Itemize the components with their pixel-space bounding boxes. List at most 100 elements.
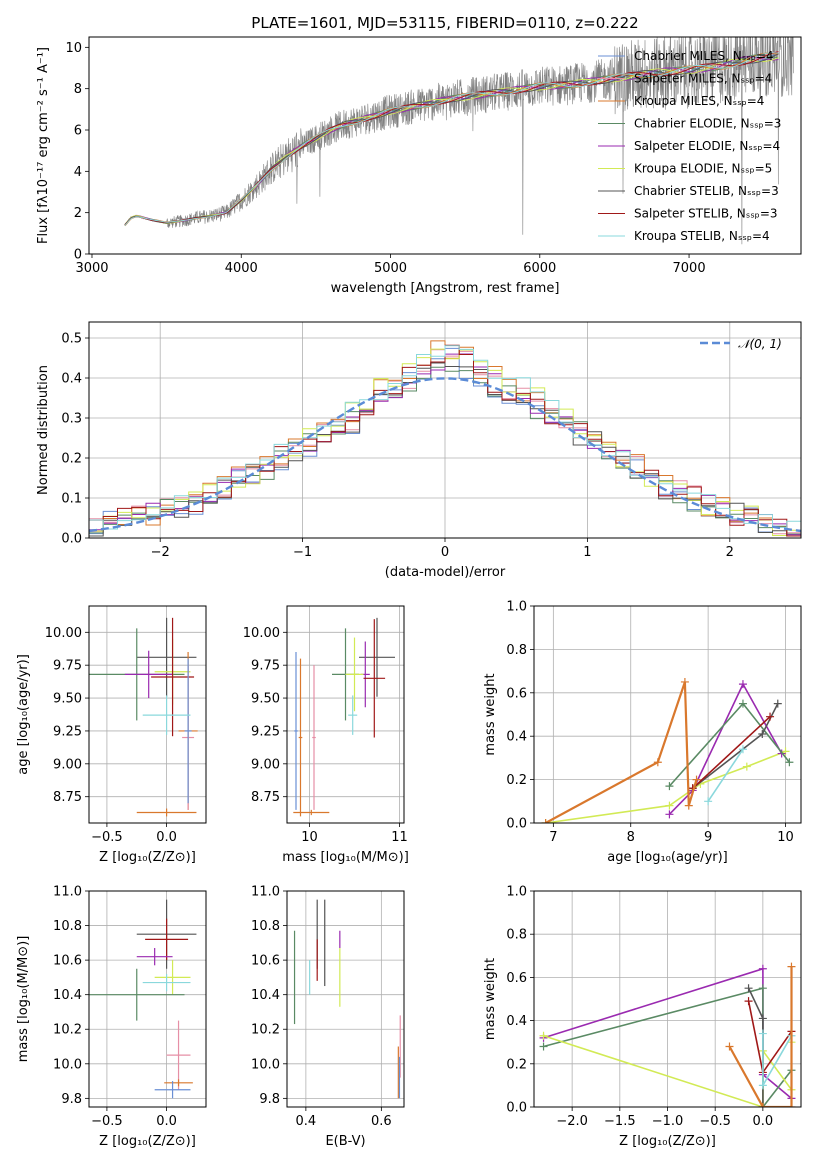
plot-area — [124, 37, 794, 245]
legend-entry-kroupa_stelib: Kroupa STELIB, Nₛₛₚ=4 — [634, 229, 770, 243]
plot-frame — [286, 605, 405, 824]
plot-frame — [88, 890, 207, 1108]
y-tick-label: 10.2 — [53, 1023, 82, 1038]
x-tick-label: 1 — [583, 545, 591, 560]
series-point-chabrier_stelib — [773, 699, 782, 708]
y-tick-label: 0.2 — [506, 773, 527, 788]
y-tick-label: 0.8 — [506, 928, 527, 943]
series-point-kroupa_miles — [680, 677, 689, 686]
x-axis-label: Z [log₁₀(Z/Z⊙)] — [619, 1134, 716, 1149]
series-point-chabrier_elodie — [785, 758, 794, 767]
y-tick-label: 0.0 — [61, 532, 82, 547]
x-tick-label: −0.5 — [91, 1114, 123, 1129]
y-tick-label: 9.75 — [53, 659, 82, 674]
panel-mass_vs_EBV: 0.4 0.6 9.8 10.0 10.2 10.4 10.6 10.8 11.0 E(B-V) — [251, 885, 405, 1149]
y-tick-label: 10 — [65, 41, 82, 56]
y-tick-label: 10.8 — [53, 919, 82, 934]
x-axis-label: E(B-V) — [325, 1134, 365, 1149]
y-tick-label: 0.4 — [506, 730, 527, 745]
x-axis-label: Z [log₁₀(Z/Z⊙)] — [99, 850, 196, 865]
y-tick-label: 10.8 — [251, 919, 280, 934]
y-axis-label: Normed distribution — [36, 365, 51, 495]
plot-area — [89, 617, 198, 817]
y-tick-label: 9.8 — [61, 1092, 82, 1107]
series-point-kroupa_miles — [758, 1103, 767, 1107]
plot-area — [293, 899, 401, 1099]
y-tick-label: 10.00 — [243, 626, 280, 641]
legend-entry-chabrier_elodie: Chabrier ELODIE, Nₛₛₚ=3 — [634, 117, 781, 131]
series-point-salpeter_elodie — [758, 964, 767, 973]
series-point-kroupa_elodie — [539, 1031, 548, 1040]
panel-age_vs_Z: −0.5 0.0 8.75 9.00 9.25 9.50 9.75 10.00 Z [log₁₀… — [16, 605, 207, 865]
y-tick-label: 9.50 — [53, 692, 82, 707]
plot-frame — [88, 321, 802, 539]
panel-mass_vs_Z: −0.5 0.0 9.8 10.0 10.2 10.4 10.6 10.8 11.0 Z [log… — [16, 885, 207, 1149]
series-point-chabrier_elodie — [539, 1042, 548, 1051]
x-tick-label: 6000 — [523, 261, 556, 276]
y-tick-label: 0.4 — [506, 1014, 527, 1029]
legend-entry-salpeter_elodie: Salpeter ELODIE, Nₛₛₚ=4 — [634, 139, 780, 153]
series-point-kroupa_miles — [541, 819, 550, 823]
y-tick-label: 0.1 — [61, 492, 82, 507]
y-axis-label: mass [log₁₀(M/M⊙)] — [16, 936, 31, 1063]
series-point-kroupa_elodie — [665, 801, 674, 810]
y-tick-label: 0.0 — [506, 817, 527, 832]
y-tick-label: 9.00 — [251, 757, 280, 772]
y-tick-label: 10.00 — [45, 626, 82, 641]
legend-entry-chabrier_miles: Chabrier MILES, Nₛₛₚ=4 — [634, 49, 774, 63]
x-tick-label: 0.0 — [156, 1114, 177, 1129]
data-spectrum-line — [124, 37, 794, 245]
y-tick-label: 0.3 — [61, 412, 82, 427]
series-line-kroupa_stelib — [707, 748, 744, 802]
series-point-kroupa_miles — [787, 1103, 796, 1107]
normal-curve — [89, 377, 801, 533]
y-tick-label: 0.4 — [61, 372, 82, 387]
panel-weight_vs_Z: −2.0 −1.5 −1.0 −0.5 0.0 0.0 0.2 0.4 0.6 0.8 1.0 Z [… — [483, 885, 802, 1149]
plot-area — [89, 899, 197, 1099]
series-point-chabrier_stelib — [744, 984, 753, 993]
histogram-chabrier_stelib — [89, 362, 801, 537]
series-point-kroupa_stelib — [704, 797, 713, 806]
series-point-chabrier_stelib — [758, 730, 767, 739]
x-tick-label: 0.6 — [371, 1114, 392, 1129]
y-tick-label: 0.6 — [506, 686, 527, 701]
y-tick-label: 9.25 — [251, 724, 280, 739]
series-point-chabrier_elodie — [665, 782, 674, 791]
series-point-kroupa_elodie — [742, 762, 751, 771]
series-point-kroupa_stelib — [738, 745, 747, 754]
x-tick-label: 7 — [549, 830, 557, 845]
y-tick-label: 10.6 — [251, 954, 280, 969]
series-point-kroupa_miles — [692, 775, 701, 784]
legend-entry-kroupa_elodie: Kroupa ELODIE, Nₛₛₚ=5 — [634, 162, 772, 176]
x-tick-label: 8 — [627, 830, 635, 845]
x-tick-label: −1.0 — [652, 1114, 684, 1129]
y-tick-label: 1.0 — [506, 885, 527, 900]
y-axis-label: age [log₁₀(age/yr)] — [16, 654, 31, 775]
series-point-chabrier_elodie — [738, 699, 747, 708]
x-axis-label: wavelength [Angstrom, rest frame] — [331, 281, 560, 296]
legend-entry-chabrier_stelib: Chabrier STELIB, Nₛₛₚ=3 — [634, 184, 779, 198]
y-tick-label: 0.0 — [506, 1101, 527, 1116]
plot-area — [541, 677, 794, 823]
x-tick-label: 10 — [777, 830, 794, 845]
x-tick-label: 3000 — [75, 261, 108, 276]
y-tick-label: 6 — [74, 124, 82, 139]
y-tick-label: 11.0 — [251, 885, 280, 900]
y-tick-label: 10.2 — [251, 1023, 280, 1038]
y-tick-label: 0.6 — [506, 971, 527, 986]
series-point-salpeter_stelib — [766, 712, 775, 721]
series-point-salpeter_elodie — [738, 680, 747, 689]
series-point-chabrier_stelib — [758, 1014, 767, 1023]
x-tick-label: −1.5 — [604, 1114, 636, 1129]
x-tick-label: 0 — [441, 545, 449, 560]
plot-frame — [286, 890, 405, 1108]
panel-weight_vs_age: 7 8 9 10 0.0 0.2 0.4 0.6 0.8 1.0 age [log₁₀(age/yr… — [483, 600, 802, 865]
series-point-kroupa_stelib — [758, 1029, 767, 1038]
panel-age_vs_mass: 10 11 8.75 9.00 9.25 9.50 9.75 10.00 mass [log₁₀… — [243, 605, 409, 865]
plot-area — [539, 962, 796, 1107]
plot-frame — [88, 36, 802, 255]
y-axis-label: Flux [fλ10⁻¹⁷ erg cm⁻² s⁻¹ A⁻¹] — [36, 47, 51, 244]
legend-entry-salpeter_miles: Salpeter MILES, Nₛₛₚ=4 — [634, 72, 772, 86]
y-tick-label: 10.6 — [53, 954, 82, 969]
